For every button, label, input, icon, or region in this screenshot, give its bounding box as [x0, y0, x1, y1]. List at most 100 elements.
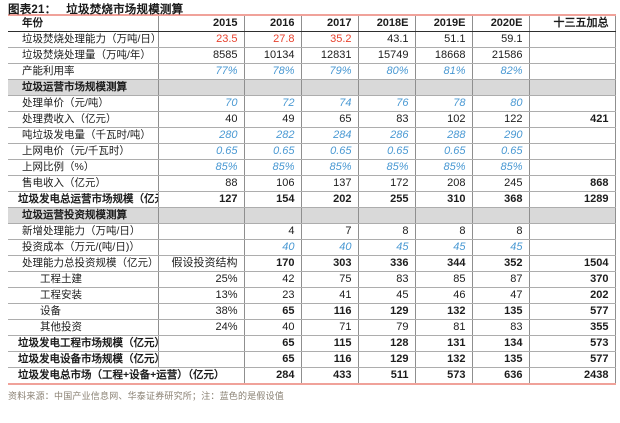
- value-cell: 0.65: [243, 143, 301, 160]
- row-label: 垃圾焚烧处理能力（万吨/日）: [8, 31, 158, 48]
- value-cell: 344: [414, 255, 472, 272]
- table-row: 售电收入（亿元） 88 106 137 172 208 245 868: [8, 175, 616, 192]
- value-cell: [528, 95, 616, 112]
- value-cell: [528, 47, 616, 64]
- value-cell: 85%: [243, 159, 301, 176]
- row-label: 上网比例（%）: [8, 159, 158, 176]
- value-cell: 2438: [528, 367, 616, 385]
- value-cell: 128: [357, 335, 415, 352]
- row-label: 垃圾发电总运营市场规模（亿元）: [8, 191, 158, 208]
- value-cell: 310: [414, 191, 472, 208]
- row-label: 处理费收入（亿元）: [8, 111, 158, 128]
- value-cell: 116: [300, 303, 358, 320]
- table-row: 设备 38% 65 116 129 132 135 577: [8, 303, 616, 320]
- value-cell: 13%: [157, 287, 244, 304]
- value-cell: 573: [414, 367, 472, 385]
- row-label: 吨垃圾发电量（千瓦时/吨）: [8, 127, 158, 144]
- value-cell: 23.5: [157, 31, 244, 48]
- figure-number: 图表21：: [8, 4, 57, 16]
- value-cell: 135: [471, 303, 529, 320]
- value-cell: 88: [157, 175, 244, 192]
- value-cell: 255: [357, 191, 415, 208]
- value-cell: 23: [243, 287, 301, 304]
- value-cell: [157, 223, 244, 240]
- value-cell: 129: [357, 303, 415, 320]
- table-row: 其他投资 24% 40 71 79 81 83 355: [8, 319, 616, 336]
- value-cell: [528, 127, 616, 144]
- market-size-table: 年份 2015 2016 2017 2018E 2019E 2020E 十三五加总 垃圾焚烧处…: [8, 14, 616, 385]
- value-cell: 78: [414, 95, 472, 112]
- value-cell: 284: [300, 127, 358, 144]
- value-cell: 77%: [157, 63, 244, 80]
- empty-cell: [357, 207, 415, 224]
- table-row: 处理费收入（亿元） 40 49 65 83 102 122 421: [8, 111, 616, 128]
- row-label: 垃圾焚烧处理量（万吨/年）: [8, 47, 158, 64]
- value-cell: 368: [471, 191, 529, 208]
- value-cell: 74: [300, 95, 358, 112]
- value-cell: 8: [414, 223, 472, 240]
- value-cell: 41: [300, 287, 358, 304]
- value-cell: 352: [471, 255, 529, 272]
- table-row: 工程安装 13% 23 41 45 46 47 202: [8, 287, 616, 304]
- value-cell: 132: [414, 303, 472, 320]
- value-cell: 85%: [300, 159, 358, 176]
- value-cell: 336: [357, 255, 415, 272]
- row-label: 设备: [8, 303, 158, 320]
- row-label: 垃圾发电设备市场规模（亿元）: [8, 351, 158, 368]
- value-cell: 170: [243, 255, 301, 272]
- table-row: 垃圾发电工程市场规模（亿元） 65 115 128 131 134 573: [8, 335, 616, 352]
- value-cell: 46: [414, 287, 472, 304]
- header-row: 年份 2015 2016 2017 2018E 2019E 2020E 十三五加总: [8, 15, 616, 32]
- col-header: 十三五加总: [528, 15, 616, 32]
- value-cell: 45: [471, 239, 529, 256]
- figure-title: 图表21： 垃圾焚烧市场规模测算: [0, 0, 620, 16]
- value-cell: 79%: [300, 63, 358, 80]
- value-cell: 129: [357, 351, 415, 368]
- value-cell: 12831: [300, 47, 358, 64]
- value-cell: 280: [157, 127, 244, 144]
- table-row: 垃圾焚烧处理能力（万吨/日） 23.5 27.8 35.2 43.1 51.1 59.1: [8, 31, 616, 48]
- value-cell: 87: [471, 271, 529, 288]
- value-cell: 131: [414, 335, 472, 352]
- value-cell: 85%: [471, 159, 529, 176]
- value-cell: 0.65: [300, 143, 358, 160]
- value-cell: 134: [471, 335, 529, 352]
- value-cell: 421: [528, 111, 616, 128]
- col-header: 2019E: [414, 15, 472, 32]
- value-cell: [528, 223, 616, 240]
- value-cell: 85%: [357, 159, 415, 176]
- col-header-year: 年份: [8, 15, 158, 32]
- row-label: 新增处理能力（万吨/日）: [8, 223, 158, 240]
- value-cell: 25%: [157, 271, 244, 288]
- value-cell: 132: [414, 351, 472, 368]
- empty-cell: [243, 207, 301, 224]
- value-cell: [528, 239, 616, 256]
- value-cell: 122: [471, 111, 529, 128]
- value-cell: 288: [414, 127, 472, 144]
- value-cell: 71: [300, 319, 358, 336]
- value-cell: 135: [471, 351, 529, 368]
- table-row: 产能利用率 77% 78% 79% 80% 81% 82%: [8, 63, 616, 80]
- value-cell: 40: [157, 111, 244, 128]
- section-title: 垃圾运营投资规模测算: [8, 207, 158, 224]
- value-cell: 8585: [157, 47, 244, 64]
- value-cell: 40: [243, 239, 301, 256]
- table-header: 年份 2015 2016 2017 2018E 2019E 2020E 十三五加总: [8, 15, 616, 32]
- value-cell: 45: [357, 287, 415, 304]
- col-header: 2020E: [471, 15, 529, 32]
- row-label: 工程安装: [8, 287, 158, 304]
- empty-cell: [528, 207, 616, 224]
- empty-cell: [300, 207, 358, 224]
- table-row: 吨垃圾发电量（千瓦时/吨） 280 282 284 286 288 290: [8, 127, 616, 144]
- table-row: 垃圾发电设备市场规模（亿元） 65 116 129 132 135 577: [8, 351, 616, 368]
- value-cell: 80%: [357, 63, 415, 80]
- value-cell: 106: [243, 175, 301, 192]
- value-cell: 0.65: [414, 143, 472, 160]
- value-cell: [157, 351, 244, 368]
- value-cell: 127: [157, 191, 244, 208]
- value-cell: 72: [243, 95, 301, 112]
- value-cell: 65: [243, 351, 301, 368]
- value-cell: 0.65: [357, 143, 415, 160]
- value-cell: 8: [357, 223, 415, 240]
- value-cell: 27.8: [243, 31, 301, 48]
